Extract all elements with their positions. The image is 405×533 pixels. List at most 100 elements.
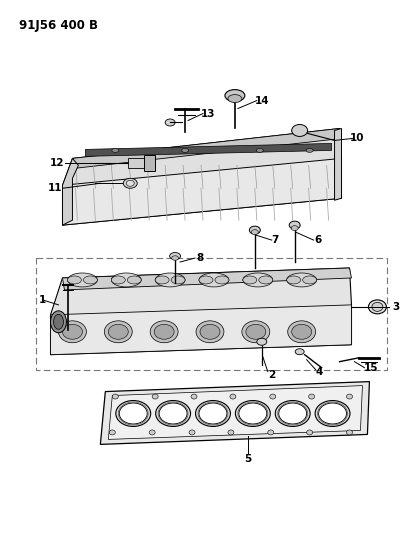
Ellipse shape	[198, 273, 228, 287]
Text: 91J56 400 B: 91J56 400 B	[19, 19, 97, 32]
Ellipse shape	[367, 300, 386, 314]
Ellipse shape	[109, 430, 115, 435]
Text: 14: 14	[254, 95, 269, 106]
Ellipse shape	[302, 276, 316, 284]
Ellipse shape	[294, 349, 303, 354]
Ellipse shape	[159, 403, 187, 424]
Ellipse shape	[155, 276, 169, 284]
Polygon shape	[334, 128, 341, 200]
Text: 8: 8	[196, 253, 203, 263]
Polygon shape	[50, 305, 351, 354]
Ellipse shape	[198, 403, 226, 424]
Polygon shape	[50, 268, 351, 354]
Text: 7: 7	[271, 235, 278, 245]
Polygon shape	[62, 268, 351, 290]
Text: 2: 2	[267, 369, 275, 379]
Ellipse shape	[67, 276, 81, 284]
Ellipse shape	[62, 324, 82, 339]
Ellipse shape	[256, 338, 266, 345]
Polygon shape	[144, 156, 155, 171]
Ellipse shape	[278, 403, 306, 424]
Ellipse shape	[308, 394, 314, 399]
Ellipse shape	[53, 314, 63, 329]
Ellipse shape	[127, 276, 141, 284]
Ellipse shape	[165, 119, 175, 126]
Ellipse shape	[191, 394, 196, 399]
Ellipse shape	[291, 125, 307, 136]
Text: 4: 4	[315, 367, 322, 377]
Ellipse shape	[235, 400, 270, 426]
Polygon shape	[108, 385, 362, 439]
Ellipse shape	[227, 430, 233, 435]
Ellipse shape	[111, 276, 125, 284]
Text: 1: 1	[39, 295, 46, 305]
Ellipse shape	[286, 276, 300, 284]
Ellipse shape	[305, 148, 312, 152]
Ellipse shape	[318, 403, 345, 424]
Text: 13: 13	[200, 109, 215, 118]
Ellipse shape	[287, 321, 315, 343]
Ellipse shape	[224, 90, 244, 102]
Ellipse shape	[111, 148, 119, 152]
Ellipse shape	[126, 180, 134, 186]
Ellipse shape	[200, 324, 220, 339]
Ellipse shape	[112, 394, 118, 399]
Ellipse shape	[149, 430, 155, 435]
Ellipse shape	[229, 394, 235, 399]
Ellipse shape	[245, 324, 265, 339]
Ellipse shape	[269, 394, 275, 399]
Ellipse shape	[242, 276, 256, 284]
Ellipse shape	[256, 148, 263, 152]
Polygon shape	[72, 128, 341, 168]
Ellipse shape	[123, 179, 137, 188]
Ellipse shape	[286, 273, 316, 287]
Ellipse shape	[171, 256, 178, 260]
Polygon shape	[100, 382, 369, 445]
Ellipse shape	[67, 273, 97, 287]
Ellipse shape	[169, 253, 180, 260]
Ellipse shape	[291, 324, 311, 339]
Ellipse shape	[249, 226, 260, 234]
Ellipse shape	[150, 321, 178, 343]
Ellipse shape	[154, 324, 174, 339]
Ellipse shape	[288, 221, 299, 229]
Text: 11: 11	[48, 183, 63, 193]
Text: 15: 15	[363, 362, 378, 373]
Ellipse shape	[181, 148, 188, 152]
Ellipse shape	[50, 311, 66, 333]
Text: 12: 12	[50, 158, 64, 168]
Ellipse shape	[58, 321, 86, 343]
Ellipse shape	[267, 430, 273, 435]
Ellipse shape	[275, 400, 309, 426]
Polygon shape	[128, 158, 145, 168]
Ellipse shape	[371, 302, 382, 311]
Ellipse shape	[155, 273, 185, 287]
Ellipse shape	[195, 400, 230, 426]
Ellipse shape	[108, 324, 128, 339]
Polygon shape	[85, 143, 331, 156]
Ellipse shape	[104, 321, 132, 343]
Ellipse shape	[119, 403, 147, 424]
Ellipse shape	[83, 276, 97, 284]
Ellipse shape	[111, 273, 141, 287]
Ellipse shape	[258, 276, 272, 284]
Ellipse shape	[314, 400, 349, 426]
Ellipse shape	[227, 94, 241, 102]
Ellipse shape	[238, 403, 266, 424]
Ellipse shape	[115, 400, 150, 426]
Ellipse shape	[241, 321, 269, 343]
Ellipse shape	[345, 430, 352, 435]
Ellipse shape	[198, 276, 213, 284]
Ellipse shape	[171, 276, 185, 284]
Ellipse shape	[214, 276, 228, 284]
Polygon shape	[62, 158, 78, 225]
Ellipse shape	[152, 394, 158, 399]
Polygon shape	[62, 158, 341, 225]
Ellipse shape	[155, 400, 190, 426]
Ellipse shape	[251, 230, 258, 235]
Ellipse shape	[345, 394, 352, 399]
Ellipse shape	[306, 430, 312, 435]
Text: 6: 6	[313, 235, 320, 245]
Ellipse shape	[189, 430, 194, 435]
Polygon shape	[62, 128, 341, 225]
